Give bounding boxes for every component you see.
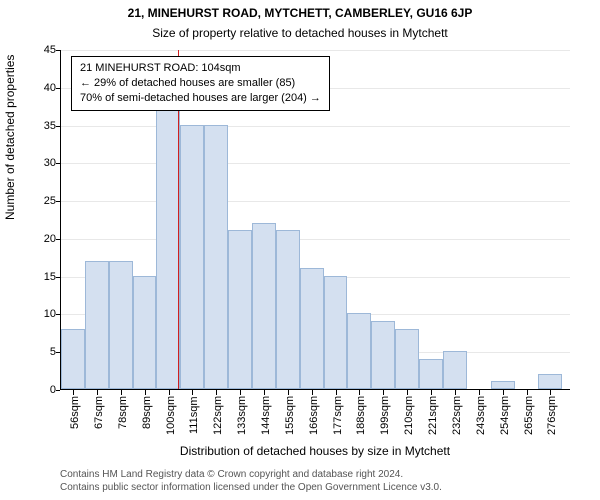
x-tick-mark [240, 390, 241, 395]
x-tick-mark [216, 390, 217, 395]
x-tick-label: 122sqm [212, 396, 224, 435]
histogram-bar [276, 230, 300, 389]
y-tick-label: 30 [16, 157, 56, 169]
x-tick-label: 243sqm [475, 396, 487, 435]
histogram-bar [443, 351, 467, 389]
y-tick-label: 5 [16, 346, 56, 358]
annotation-box: 21 MINEHURST ROAD: 104sqm ← 29% of detac… [71, 56, 330, 111]
x-tick-mark [73, 390, 74, 395]
histogram-bar [538, 374, 562, 389]
x-tick-mark [550, 390, 551, 395]
x-tick-mark [145, 390, 146, 395]
histogram-bar [395, 329, 419, 389]
y-tick-mark [56, 126, 60, 127]
x-tick-label: 89sqm [141, 396, 153, 429]
x-tick-label: 111sqm [188, 396, 200, 434]
annotation-line3: 70% of semi-detached houses are larger (… [80, 91, 321, 106]
y-tick-label: 20 [16, 233, 56, 245]
gridline [61, 50, 570, 51]
gridline [61, 201, 570, 202]
y-tick-mark [56, 277, 60, 278]
x-tick-label: 166sqm [308, 396, 320, 435]
histogram-bar [85, 261, 109, 389]
gridline [61, 126, 570, 127]
x-tick-label: 144sqm [260, 396, 272, 435]
histogram-bar [347, 313, 371, 389]
x-tick-label: 155sqm [284, 396, 296, 435]
x-tick-label: 188sqm [355, 396, 367, 435]
y-tick-label: 25 [16, 195, 56, 207]
chart-title-address: 21, MINEHURST ROAD, MYTCHETT, CAMBERLEY,… [0, 6, 600, 20]
x-tick-mark [264, 390, 265, 395]
x-tick-label: 276sqm [546, 396, 558, 435]
footer-line1: Contains HM Land Registry data © Crown c… [60, 469, 590, 482]
x-tick-label: 254sqm [499, 396, 511, 435]
gridline [61, 163, 570, 164]
x-axis-label: Distribution of detached houses by size … [60, 444, 570, 458]
x-tick-label: 210sqm [403, 396, 415, 435]
x-tick-mark [312, 390, 313, 395]
y-tick-mark [56, 50, 60, 51]
x-tick-label: 56sqm [69, 396, 81, 429]
x-tick-mark [407, 390, 408, 395]
y-tick-mark [56, 88, 60, 89]
y-tick-label: 10 [16, 308, 56, 320]
histogram-bar [324, 276, 348, 389]
histogram-bar [133, 276, 157, 389]
histogram-bar [371, 321, 395, 389]
x-tick-mark [503, 390, 504, 395]
x-tick-label: 177sqm [332, 396, 344, 435]
y-tick-mark [56, 201, 60, 202]
x-tick-mark [527, 390, 528, 395]
annotation-line2: ← 29% of detached houses are smaller (85… [80, 76, 321, 91]
annotation-line1: 21 MINEHURST ROAD: 104sqm [80, 61, 321, 76]
histogram-bar [180, 125, 204, 389]
x-tick-label: 221sqm [427, 396, 439, 435]
y-tick-label: 35 [16, 120, 56, 132]
y-tick-mark [56, 314, 60, 315]
x-tick-label: 67sqm [93, 396, 105, 429]
x-tick-mark [431, 390, 432, 395]
x-tick-label: 265sqm [523, 396, 535, 435]
histogram-bar [300, 268, 324, 389]
x-tick-mark [336, 390, 337, 395]
x-tick-label: 232sqm [451, 396, 463, 435]
y-tick-mark [56, 352, 60, 353]
y-tick-mark [56, 163, 60, 164]
x-tick-mark [383, 390, 384, 395]
x-tick-mark [169, 390, 170, 395]
x-tick-label: 78sqm [117, 396, 129, 429]
histogram-bar [491, 381, 515, 389]
gridline [61, 239, 570, 240]
histogram-bar [61, 329, 85, 389]
histogram-bar [156, 102, 180, 389]
x-tick-label: 133sqm [236, 396, 248, 435]
y-tick-mark [56, 390, 60, 391]
histogram-bar [228, 230, 252, 389]
y-tick-label: 45 [16, 44, 56, 56]
histogram-bar [419, 359, 443, 389]
y-tick-label: 40 [16, 82, 56, 94]
y-tick-label: 15 [16, 271, 56, 283]
x-tick-mark [359, 390, 360, 395]
attribution-footer: Contains HM Land Registry data © Crown c… [60, 469, 590, 494]
x-tick-mark [121, 390, 122, 395]
x-tick-mark [479, 390, 480, 395]
y-tick-label: 0 [16, 384, 56, 396]
x-tick-label: 100sqm [165, 396, 177, 435]
histogram-bar [252, 223, 276, 389]
x-tick-label: 199sqm [379, 396, 391, 435]
x-tick-mark [455, 390, 456, 395]
footer-line2: Contains public sector information licen… [60, 482, 590, 495]
x-tick-mark [288, 390, 289, 395]
y-axis-label: Number of detached properties [3, 55, 17, 220]
y-tick-mark [56, 239, 60, 240]
chart-container: { "title_line1": "21, MINEHURST ROAD, MY… [0, 0, 600, 500]
x-tick-mark [97, 390, 98, 395]
plot-area: 21 MINEHURST ROAD: 104sqm ← 29% of detac… [60, 50, 570, 390]
chart-title-subtitle: Size of property relative to detached ho… [0, 26, 600, 40]
histogram-bar [109, 261, 133, 389]
x-tick-mark [192, 390, 193, 395]
histogram-bar [204, 125, 228, 389]
